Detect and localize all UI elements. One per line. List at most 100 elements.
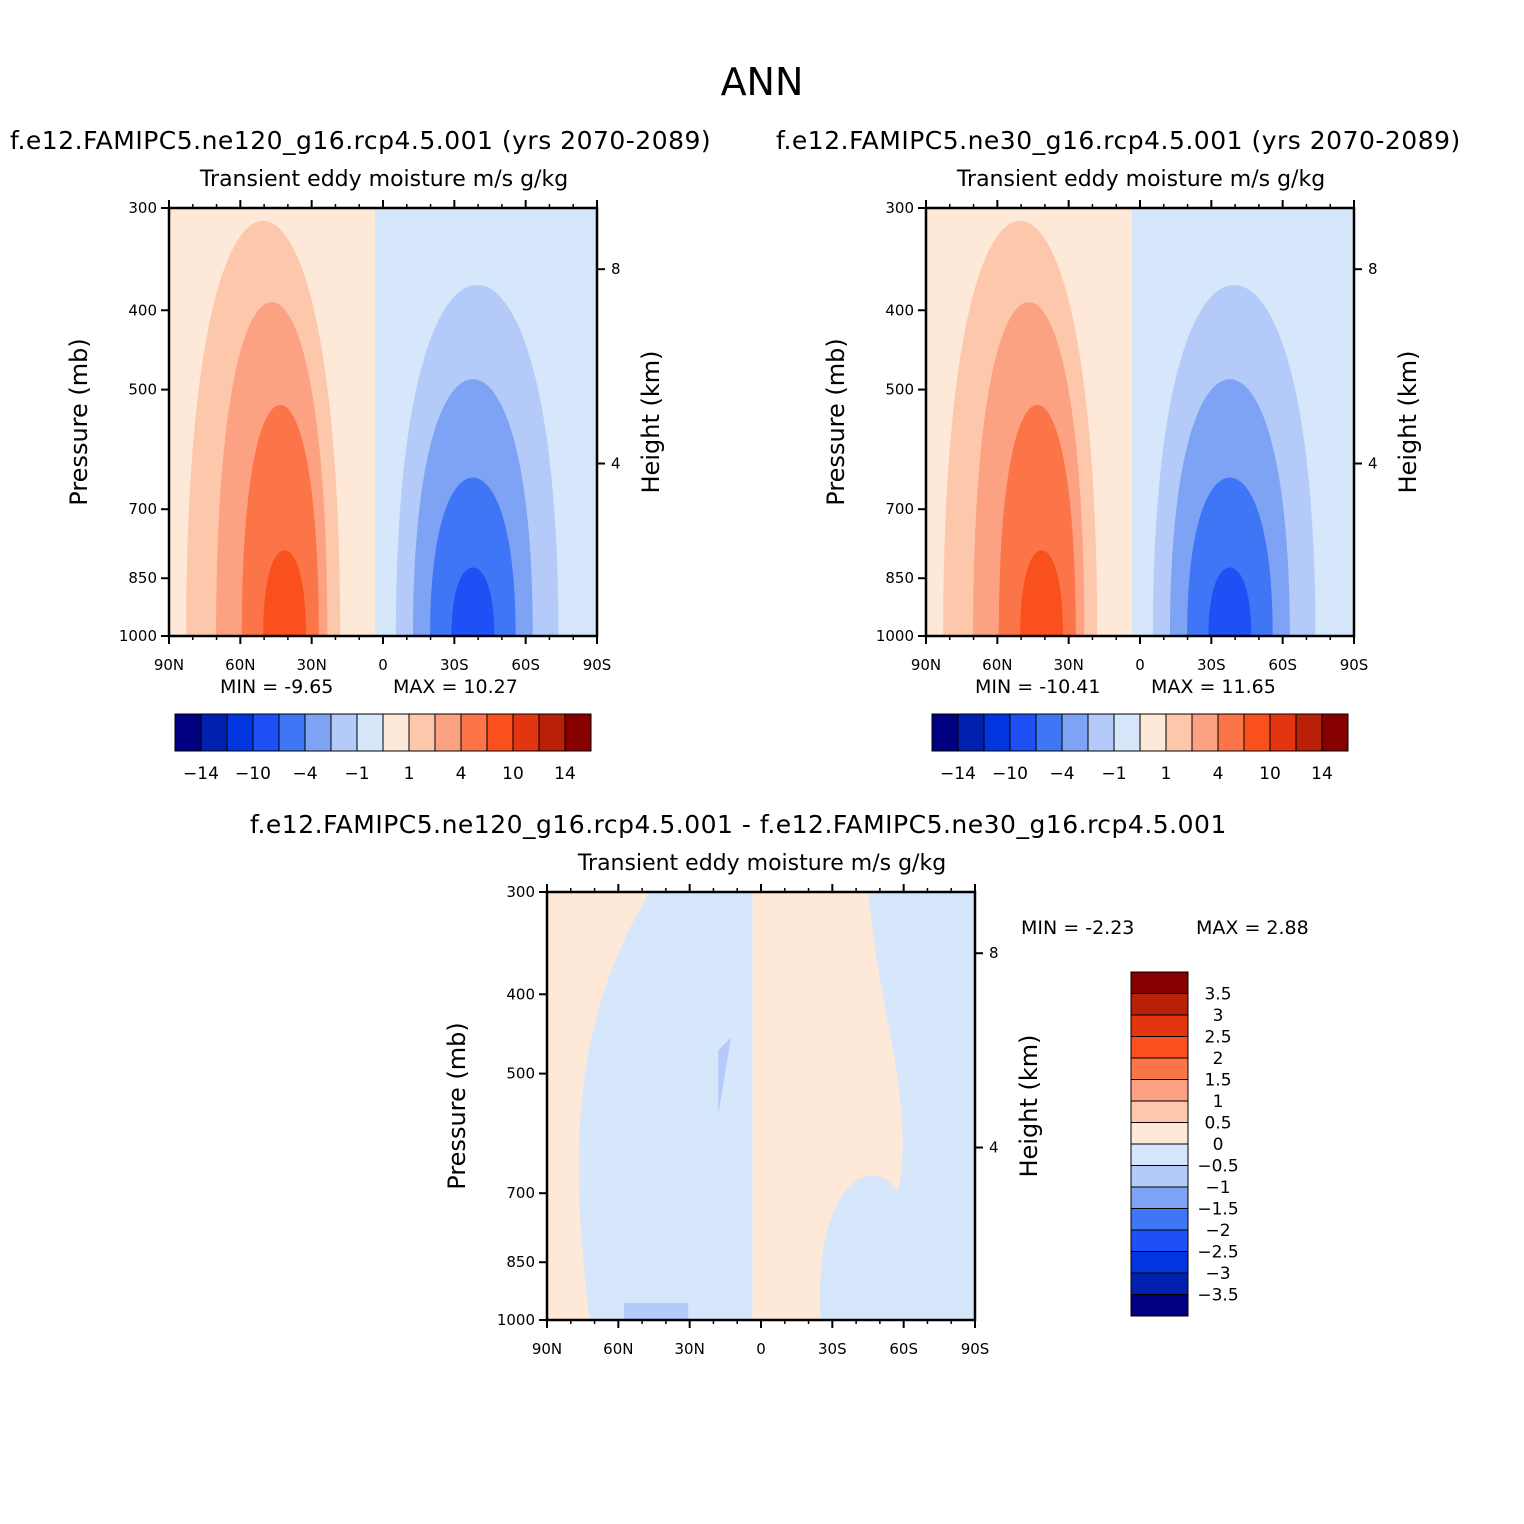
diff-colorbar-label: 2.5 <box>1204 1028 1231 1048</box>
diff-ytick-label: 500 <box>506 1065 535 1083</box>
panel2-xtick-label: 30S <box>1197 656 1226 674</box>
panel1-y2tick-label: 4 <box>611 455 621 473</box>
panel1-ytick-label: 400 <box>128 301 157 319</box>
panel2-colorbar-box <box>1165 713 1193 752</box>
panel2-xtick-label: 30N <box>1054 656 1084 674</box>
diff-neg-patch-1 <box>718 1037 732 1115</box>
diff-colorbar-label: −3.5 <box>1197 1286 1238 1306</box>
panel2-pos-contour-4 <box>1020 550 1063 636</box>
panel1-ylabel: Pressure (mb) <box>65 338 93 505</box>
panel1-xtick-label: 30S <box>440 656 469 674</box>
panel1-colorbar-box <box>382 713 410 752</box>
diff-colorbar-box <box>1130 1100 1189 1123</box>
diff-colorbar-label: −1 <box>1205 1178 1230 1198</box>
panel1-xtick-label: 0 <box>378 656 388 674</box>
panel2-colorbar-box <box>1269 713 1297 752</box>
diff-xtick-label: 0 <box>756 1340 766 1358</box>
panel1-xtick-label: 60S <box>511 656 540 674</box>
panel2-xtick-label: 90S <box>1340 656 1369 674</box>
diff-xtick-label: 90N <box>532 1340 562 1358</box>
panel2-colorbar-box <box>931 713 959 752</box>
diff-neg-region-nh <box>578 892 753 1320</box>
diff-ytick-label: 700 <box>506 1184 535 1202</box>
panel1-colorbar-box <box>538 713 566 752</box>
panel2-colorbar-label: 10 <box>1259 764 1281 784</box>
panel1-title: Transient eddy moisture m/s g/kg <box>199 167 569 192</box>
panel1-subtitle: f.e12.FAMIPC5.ne120_g16.rcp4.5.001 (yrs … <box>10 126 712 155</box>
panel1-colorbar-box <box>486 713 514 752</box>
panel1-colorbar-box <box>226 713 254 752</box>
panel2-colorbar-box <box>1243 713 1271 752</box>
panel1-colorbar-label: −10 <box>235 764 271 784</box>
diff-max: MAX = 2.88 <box>1196 917 1309 939</box>
panel1-colorbar-label: −14 <box>183 764 219 784</box>
diff-ylabel: Pressure (mb) <box>443 1022 471 1189</box>
panel1-colorbar-box <box>434 713 462 752</box>
panel1-xtick-label: 60N <box>225 656 255 674</box>
diff-xtick-label: 60N <box>603 1340 633 1358</box>
panel1-colorbar-label: 10 <box>502 764 524 784</box>
panel2-subtitle: f.e12.FAMIPC5.ne30_g16.rcp4.5.001 (yrs 2… <box>776 126 1461 155</box>
panel1-y2label: Height (km) <box>637 351 665 494</box>
diff-colorbar-box <box>1130 971 1189 994</box>
panel1-min: MIN = -9.65 <box>220 676 334 698</box>
diff-colorbar-label: 0 <box>1213 1135 1224 1155</box>
diff-y2tick-label: 8 <box>989 944 999 962</box>
panel2-colorbar-label: −10 <box>992 764 1028 784</box>
diff-colorbar-box <box>1130 1251 1189 1274</box>
panel2-colorbar-label: 1 <box>1161 764 1172 784</box>
panel1-ytick-label: 500 <box>128 381 157 399</box>
panel2-min: MIN = -10.41 <box>975 676 1101 698</box>
panel2-title: Transient eddy moisture m/s g/kg <box>956 167 1326 192</box>
panel1-neg-contour-4 <box>451 567 495 636</box>
panel2-colorbar-box <box>1217 713 1245 752</box>
panel2-ytick-label: 500 <box>885 381 914 399</box>
diff-xtick-label: 30N <box>675 1340 705 1358</box>
panel2-colorbar-label: −14 <box>940 764 976 784</box>
diff-colorbar-box <box>1130 1165 1189 1188</box>
panel2-colorbar-box <box>1087 713 1115 752</box>
panel1-colorbar-box <box>408 713 436 752</box>
panel2-xtick-label: 90N <box>911 656 941 674</box>
panel2-colorbar-label: 14 <box>1311 764 1333 784</box>
diff-colorbar-box <box>1130 1057 1189 1080</box>
diff-colorbar-label: −1.5 <box>1197 1200 1238 1220</box>
panel2-colorbar-box <box>1035 713 1063 752</box>
diff-colorbar-label: −3 <box>1205 1264 1230 1284</box>
diff-colorbar-label: 2 <box>1213 1049 1224 1069</box>
panel1-xtick-label: 90N <box>154 656 184 674</box>
panel1-colorbar-box <box>564 713 592 752</box>
panel2-ytick-label: 300 <box>885 199 914 217</box>
diff-colorbar-box <box>1130 1208 1189 1231</box>
diff-colorbar-label: 3.5 <box>1204 985 1231 1005</box>
panel2-ylabel: Pressure (mb) <box>822 338 850 505</box>
panel1-ytick-label: 700 <box>128 500 157 518</box>
panel1-colorbar-box <box>200 713 228 752</box>
panel2-y2tick-label: 8 <box>1368 260 1378 278</box>
panel2-neg-contour-4 <box>1208 567 1252 636</box>
panel1-xtick-label: 30N <box>297 656 327 674</box>
panel1-colorbar-box <box>460 713 488 752</box>
panel1-colorbar-box <box>252 713 280 752</box>
diff-xtick-label: 90S <box>961 1340 990 1358</box>
diff-colorbar-box <box>1130 1036 1189 1059</box>
diff-colorbar-box <box>1130 1014 1189 1037</box>
diff-colorbar-label: 1 <box>1213 1092 1224 1112</box>
panel1-y2tick-label: 8 <box>611 260 621 278</box>
panel1-colorbar-box <box>356 713 384 752</box>
panel2-ytick-label: 400 <box>885 301 914 319</box>
diff-colorbar-box <box>1130 1143 1189 1166</box>
diff-colorbar-box <box>1130 1294 1189 1317</box>
panel2-colorbar-box <box>983 713 1011 752</box>
diff-colorbar-box <box>1130 993 1189 1016</box>
panel1-max: MAX = 10.27 <box>393 676 518 698</box>
diff-colorbar-label: 1.5 <box>1204 1071 1231 1091</box>
panel2-colorbar-box <box>1061 713 1089 752</box>
diff-ytick-label: 850 <box>506 1253 535 1271</box>
panel2-y2label: Height (km) <box>1394 351 1422 494</box>
diff-subtitle: f.e12.FAMIPC5.ne120_g16.rcp4.5.001 - f.e… <box>250 810 1227 839</box>
diff-colorbar-box <box>1130 1186 1189 1209</box>
panel2-max: MAX = 11.65 <box>1151 676 1276 698</box>
panel2-colorbar-box <box>957 713 985 752</box>
